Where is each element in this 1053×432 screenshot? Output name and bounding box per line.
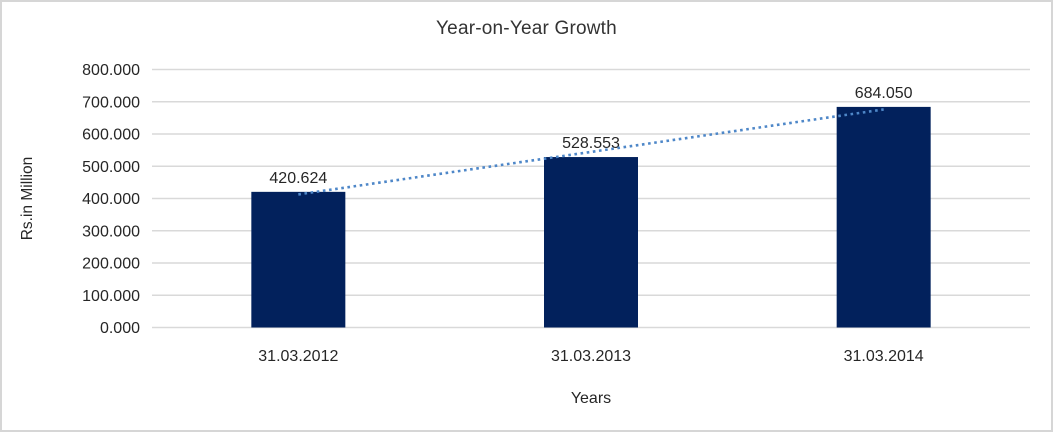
y-tick-label: 800.000 [82,62,140,79]
y-tick-label: 100.000 [82,288,140,305]
bar-data-label: 420.624 [269,170,327,187]
y-tick-label: 700.000 [82,94,140,111]
y-tick-label: 0.000 [100,320,140,337]
bar-data-label: 684.050 [855,85,913,102]
y-tick-label: 300.000 [82,223,140,240]
x-tick-label: 31.03.2013 [551,348,631,365]
x-axis-title: Years [571,390,611,407]
y-axis-title: Rs.in Million [19,157,36,241]
chart-title: Year-on-Year Growth [436,18,617,39]
bar [251,191,346,328]
y-tick-label: 500.000 [82,159,140,176]
x-tick-label: 31.03.2012 [258,348,338,365]
bar-data-label: 528.553 [562,135,620,152]
y-tick-label: 400.000 [82,191,140,208]
y-tick-label: 600.000 [82,127,140,144]
bar [836,106,931,328]
x-tick-label: 31.03.2014 [844,348,924,365]
y-tick-label: 200.000 [82,256,140,273]
bar [544,157,638,328]
